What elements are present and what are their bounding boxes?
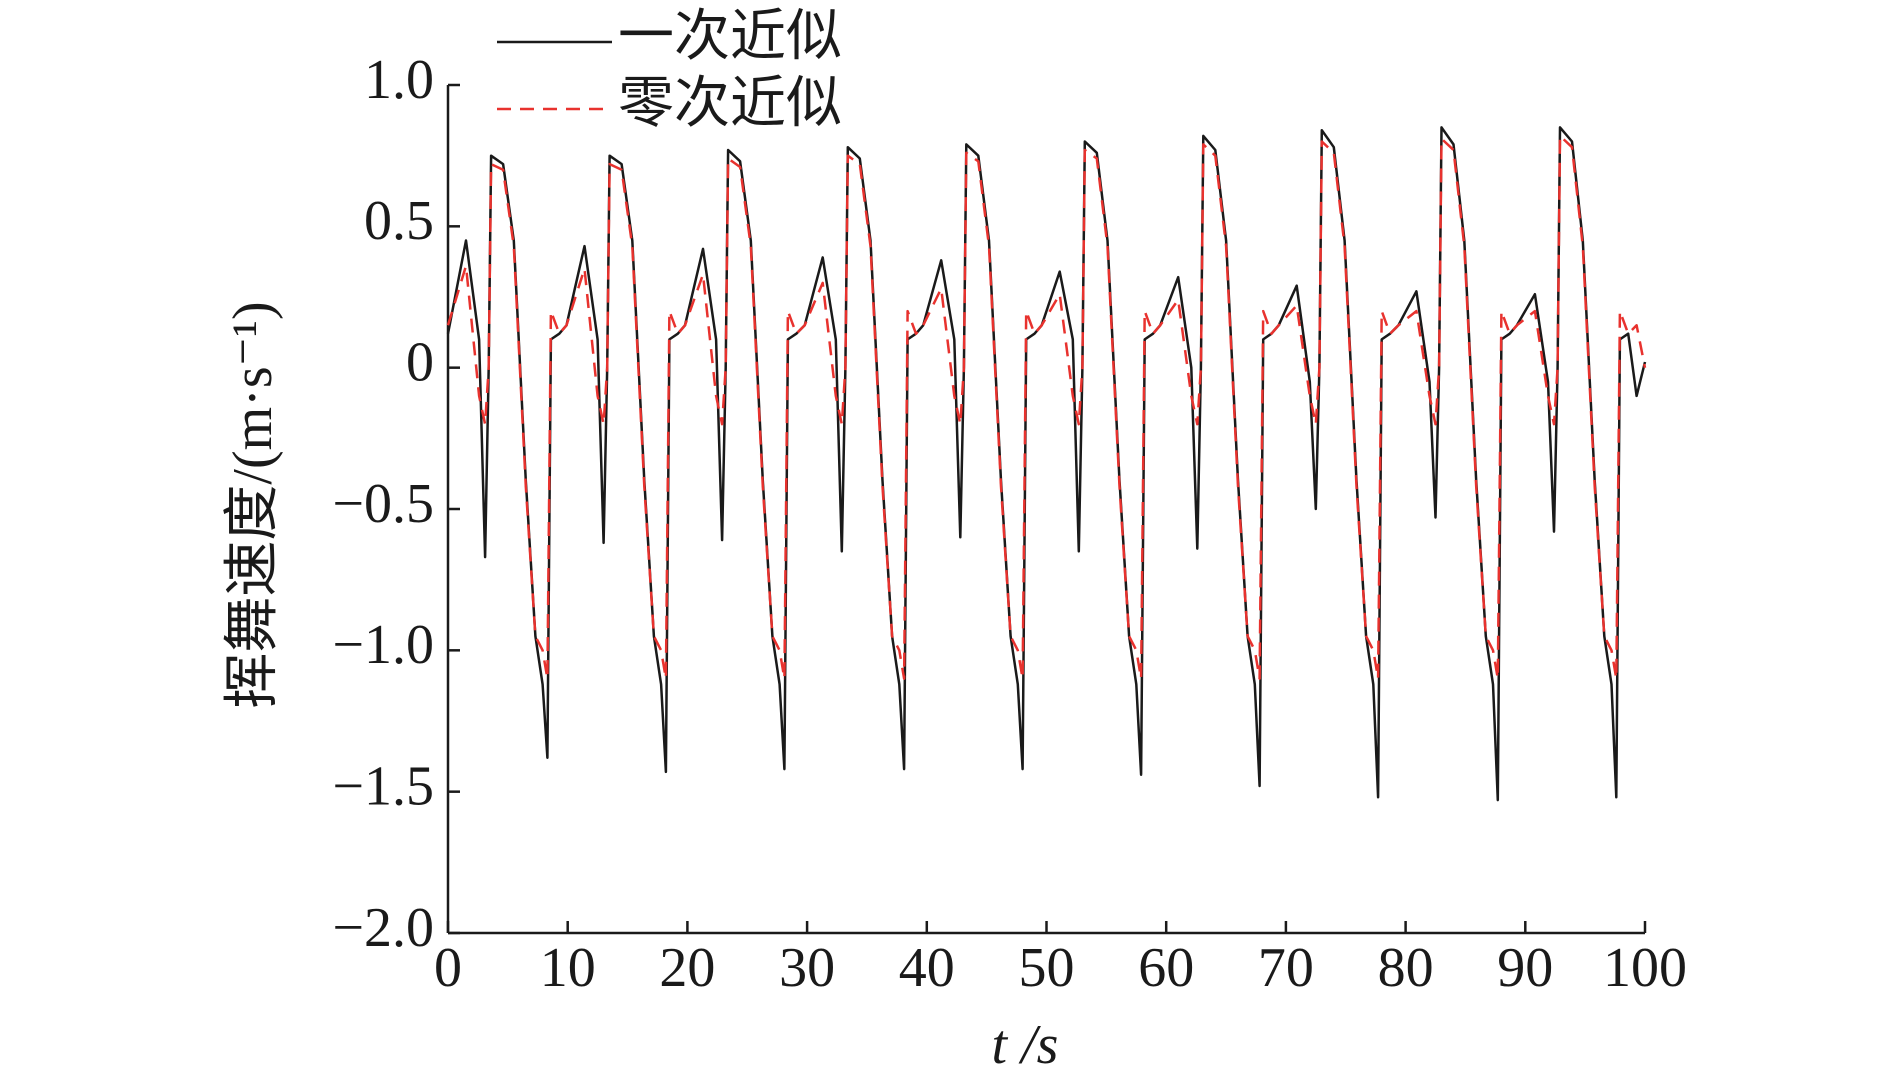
x-tick-label: 40 bbox=[899, 937, 955, 999]
legend-label: 零次近似 bbox=[618, 73, 842, 135]
y-tick-label: −1.0 bbox=[332, 614, 434, 676]
y-tick-label: 0.5 bbox=[364, 190, 434, 252]
y-tick-label: 1.0 bbox=[364, 49, 434, 111]
x-axis-label: t /s bbox=[992, 1014, 1059, 1076]
x-tick-label: 100 bbox=[1603, 937, 1687, 999]
y-tick-label: −0.5 bbox=[332, 473, 434, 535]
x-tick-label: 60 bbox=[1138, 937, 1194, 999]
x-tick-label: 0 bbox=[434, 937, 462, 999]
x-tick-label: 20 bbox=[659, 937, 715, 999]
x-tick-label: 50 bbox=[1019, 937, 1075, 999]
x-tick-label: 70 bbox=[1258, 937, 1314, 999]
y-tick-label: 0 bbox=[406, 332, 434, 394]
y-axis-label: 挥舞速度/(m·s⁻¹) bbox=[222, 301, 284, 708]
x-tick-label: 80 bbox=[1378, 937, 1434, 999]
x-tick-label: 30 bbox=[779, 937, 835, 999]
legend-label: 一次近似 bbox=[618, 6, 842, 68]
series-line bbox=[446, 134, 1647, 680]
y-tick-label: −1.5 bbox=[332, 756, 434, 818]
x-tick-label: 10 bbox=[540, 937, 596, 999]
series-line bbox=[446, 126, 1647, 802]
x-tick-label: 90 bbox=[1497, 937, 1553, 999]
y-tick-label: −2.0 bbox=[332, 897, 434, 959]
